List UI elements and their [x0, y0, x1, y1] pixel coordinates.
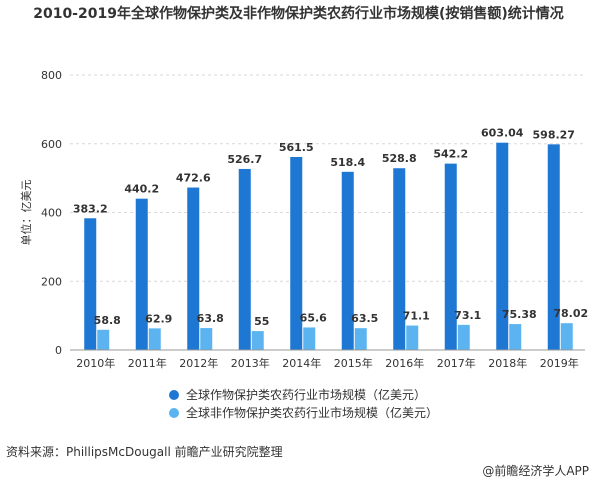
x-tick-label: 2014年: [282, 356, 321, 370]
bar-non-crop-protection: [354, 328, 367, 350]
data-label-crop-protection: 542.2: [433, 148, 468, 161]
y-tick-label: 800: [41, 69, 62, 82]
bar-non-crop-protection: [200, 328, 213, 350]
bar-crop-protection: [547, 144, 560, 350]
x-tick-label: 2015年: [334, 356, 373, 370]
data-label-crop-protection: 472.6: [176, 172, 211, 185]
data-label-crop-protection: 603.04: [481, 127, 524, 140]
y-axis-title: 单位：亿美元: [19, 180, 33, 246]
bar-non-crop-protection: [457, 324, 470, 350]
data-label-crop-protection: 440.2: [124, 183, 159, 196]
bar-crop-protection: [187, 187, 200, 350]
bar-non-crop-protection: [509, 324, 522, 350]
x-tick-label: 2012年: [179, 356, 218, 370]
legend-marker-non-crop-protection: [169, 408, 179, 418]
bar-non-crop-protection: [97, 329, 110, 350]
data-label-crop-protection: 528.8: [382, 152, 417, 165]
legend-label-non-crop-protection: 全球非作物保护类农药行业市场规模（亿美元）: [186, 405, 438, 420]
y-tick-label: 200: [41, 275, 62, 288]
data-label-non-crop-protection: 65.6: [300, 311, 327, 324]
y-tick-label: 0: [55, 344, 62, 357]
data-label-crop-protection: 518.4: [330, 156, 365, 169]
bar-crop-protection: [238, 168, 251, 350]
y-tick-label: 400: [41, 207, 62, 220]
data-label-non-crop-protection: 62.9: [145, 312, 172, 325]
data-label-non-crop-protection: 63.8: [197, 312, 224, 325]
bar-non-crop-protection: [303, 327, 316, 350]
x-tick-label: 2011年: [128, 356, 167, 370]
x-tick-label: 2010年: [76, 356, 115, 370]
y-tick-label: 600: [41, 138, 62, 151]
bar-non-crop-protection: [251, 331, 264, 350]
bar-crop-protection: [84, 218, 97, 350]
data-label-crop-protection: 598.27: [533, 128, 575, 141]
bar-non-crop-protection: [560, 323, 573, 350]
x-tick-label: 2016年: [385, 356, 424, 370]
source-note: 资料来源：PhillipsMcDougall 前瞻产业研究院整理: [6, 445, 283, 459]
data-label-non-crop-protection: 63.5: [351, 312, 378, 325]
bar-non-crop-protection: [148, 328, 161, 350]
bar-non-crop-protection: [406, 325, 419, 350]
bar-crop-protection: [135, 198, 148, 350]
bar-crop-protection: [444, 163, 457, 350]
data-label-crop-protection: 526.7: [227, 153, 262, 166]
data-label-non-crop-protection: 73.1: [454, 309, 481, 322]
bar-crop-protection: [290, 156, 303, 350]
x-tick-label: 2017年: [437, 356, 476, 370]
bar-crop-protection: [341, 171, 354, 350]
data-label-non-crop-protection: 58.8: [94, 314, 121, 327]
x-tick-label: 2013年: [231, 356, 270, 370]
axis-layer: 0 200 400 600 800 单位：亿美元 2010年 2011年 2012年 2013年 2…: [19, 69, 585, 370]
legend-marker-crop-protection: [169, 390, 179, 400]
bar-crop-protection: [393, 168, 406, 350]
x-tick-label: 2018年: [488, 356, 527, 370]
bars-layer: 383.2 58.8 440.2 62.9 472.6 63.8 526.7 55 561.5 6…: [73, 127, 588, 350]
brand-label: @前瞻经济学人APP: [482, 464, 589, 478]
legend-label-crop-protection: 全球作物保护类农药行业市场规模（亿美元）: [186, 387, 426, 402]
bar-crop-protection: [496, 142, 509, 350]
chart-title: 2010-2019年全球作物保护类及非作物保护类农药行业市场规模(按销售额)统计…: [33, 6, 564, 22]
data-label-non-crop-protection: 71.1: [403, 310, 430, 323]
data-label-non-crop-protection: 78.02: [553, 307, 588, 320]
data-label-non-crop-protection: 75.38: [502, 308, 537, 321]
data-label-crop-protection: 383.2: [73, 202, 108, 215]
data-label-non-crop-protection: 55: [254, 315, 269, 328]
x-tick-label: 2019年: [540, 356, 579, 370]
data-label-crop-protection: 561.5: [279, 141, 314, 154]
legend-layer: 全球作物保护类农药行业市场规模（亿美元） 全球非作物保护类农药行业市场规模（亿美元…: [169, 387, 438, 420]
